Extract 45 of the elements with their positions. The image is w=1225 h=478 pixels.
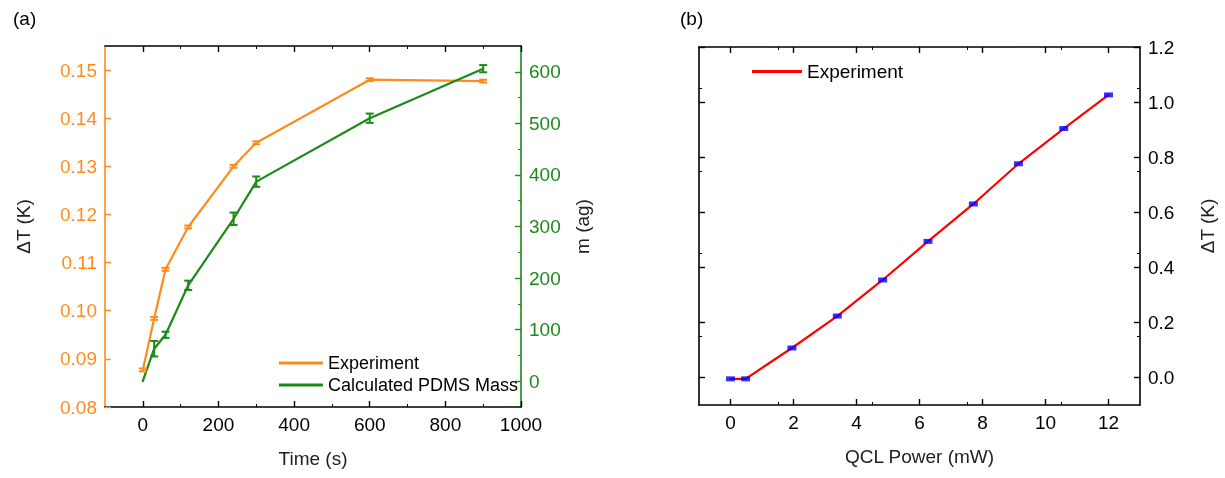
x-tick-label: 6 bbox=[914, 412, 925, 433]
y2-tick-label: 100 bbox=[529, 319, 561, 341]
y-tick-label: 0.09 bbox=[60, 348, 97, 370]
y-tick-label: 0.2 bbox=[1148, 311, 1175, 333]
y-tick-label: 0.10 bbox=[60, 300, 97, 322]
y2-tick-label: 500 bbox=[529, 112, 561, 134]
y-axis-title: ΔT (K) bbox=[13, 199, 34, 254]
x-tick-label: 800 bbox=[429, 414, 462, 435]
x-tick-label: 200 bbox=[202, 414, 235, 435]
y-tick-label: 0.8 bbox=[1148, 146, 1175, 168]
y-tick-label: 0.11 bbox=[61, 252, 97, 274]
y-tick-label: 1.0 bbox=[1148, 91, 1175, 113]
x-tick-label: 8 bbox=[977, 412, 988, 433]
y-tick-label: 0.0 bbox=[1148, 366, 1175, 388]
x-tick-label: 0 bbox=[137, 414, 149, 435]
y-tick-label: 0.08 bbox=[60, 396, 97, 418]
y-tick-label: 0.6 bbox=[1148, 201, 1175, 223]
x-axis-title: QCL Power (mW) bbox=[844, 446, 995, 467]
x-tick-label: 1000 bbox=[499, 414, 543, 435]
y-tick-label: 0.12 bbox=[60, 203, 97, 225]
legend-label: Calculated PDMS Mass bbox=[327, 375, 519, 395]
y2-tick-label: 300 bbox=[529, 216, 561, 237]
legend-label: Experiment bbox=[327, 353, 419, 373]
chart-title: (a) bbox=[13, 8, 37, 29]
x-tick-label: 10 bbox=[1034, 412, 1057, 433]
x-tick-label: 400 bbox=[278, 414, 310, 435]
y2-tick-label: 0 bbox=[529, 370, 540, 392]
y-axis-title: ΔT (K) bbox=[1197, 198, 1218, 254]
legend-label: Experiment bbox=[807, 61, 904, 82]
y-tick-label: 0.14 bbox=[60, 107, 98, 129]
y2-tick-label: 400 bbox=[529, 164, 561, 186]
x-tick-label: 2 bbox=[788, 412, 799, 433]
chart-title: (b) bbox=[680, 8, 704, 29]
x-axis-title: Time (s) bbox=[278, 448, 348, 469]
x-tick-label: 0 bbox=[725, 412, 736, 433]
y2-tick-label: 200 bbox=[529, 267, 561, 289]
y-tick-label: 1.2 bbox=[1148, 36, 1175, 58]
x-tick-label: 4 bbox=[851, 412, 863, 433]
y-tick-label: 0.4 bbox=[1148, 256, 1175, 278]
y2-axis-title: m (ag) bbox=[572, 199, 593, 254]
x-tick-label: 600 bbox=[353, 414, 386, 435]
y-tick-label: 0.15 bbox=[60, 59, 97, 81]
y-tick-label: 0.13 bbox=[60, 155, 97, 177]
y2-tick-label: 600 bbox=[529, 61, 561, 83]
x-tick-label: 12 bbox=[1097, 412, 1120, 433]
